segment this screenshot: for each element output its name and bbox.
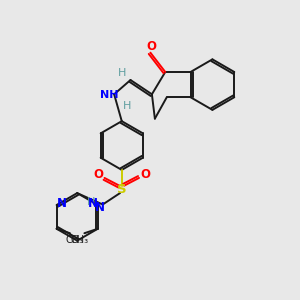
Text: NH: NH bbox=[100, 90, 119, 100]
Text: H: H bbox=[87, 197, 95, 207]
Text: H: H bbox=[122, 100, 131, 111]
Text: N: N bbox=[57, 197, 67, 210]
Text: S: S bbox=[117, 183, 127, 196]
Text: O: O bbox=[146, 40, 156, 53]
Text: N: N bbox=[87, 197, 98, 210]
Text: N: N bbox=[95, 201, 105, 214]
Text: CH₃: CH₃ bbox=[65, 235, 83, 245]
Text: O: O bbox=[140, 168, 150, 181]
Text: H: H bbox=[118, 68, 126, 78]
Text: O: O bbox=[94, 168, 103, 181]
Text: CH₃: CH₃ bbox=[71, 235, 89, 245]
